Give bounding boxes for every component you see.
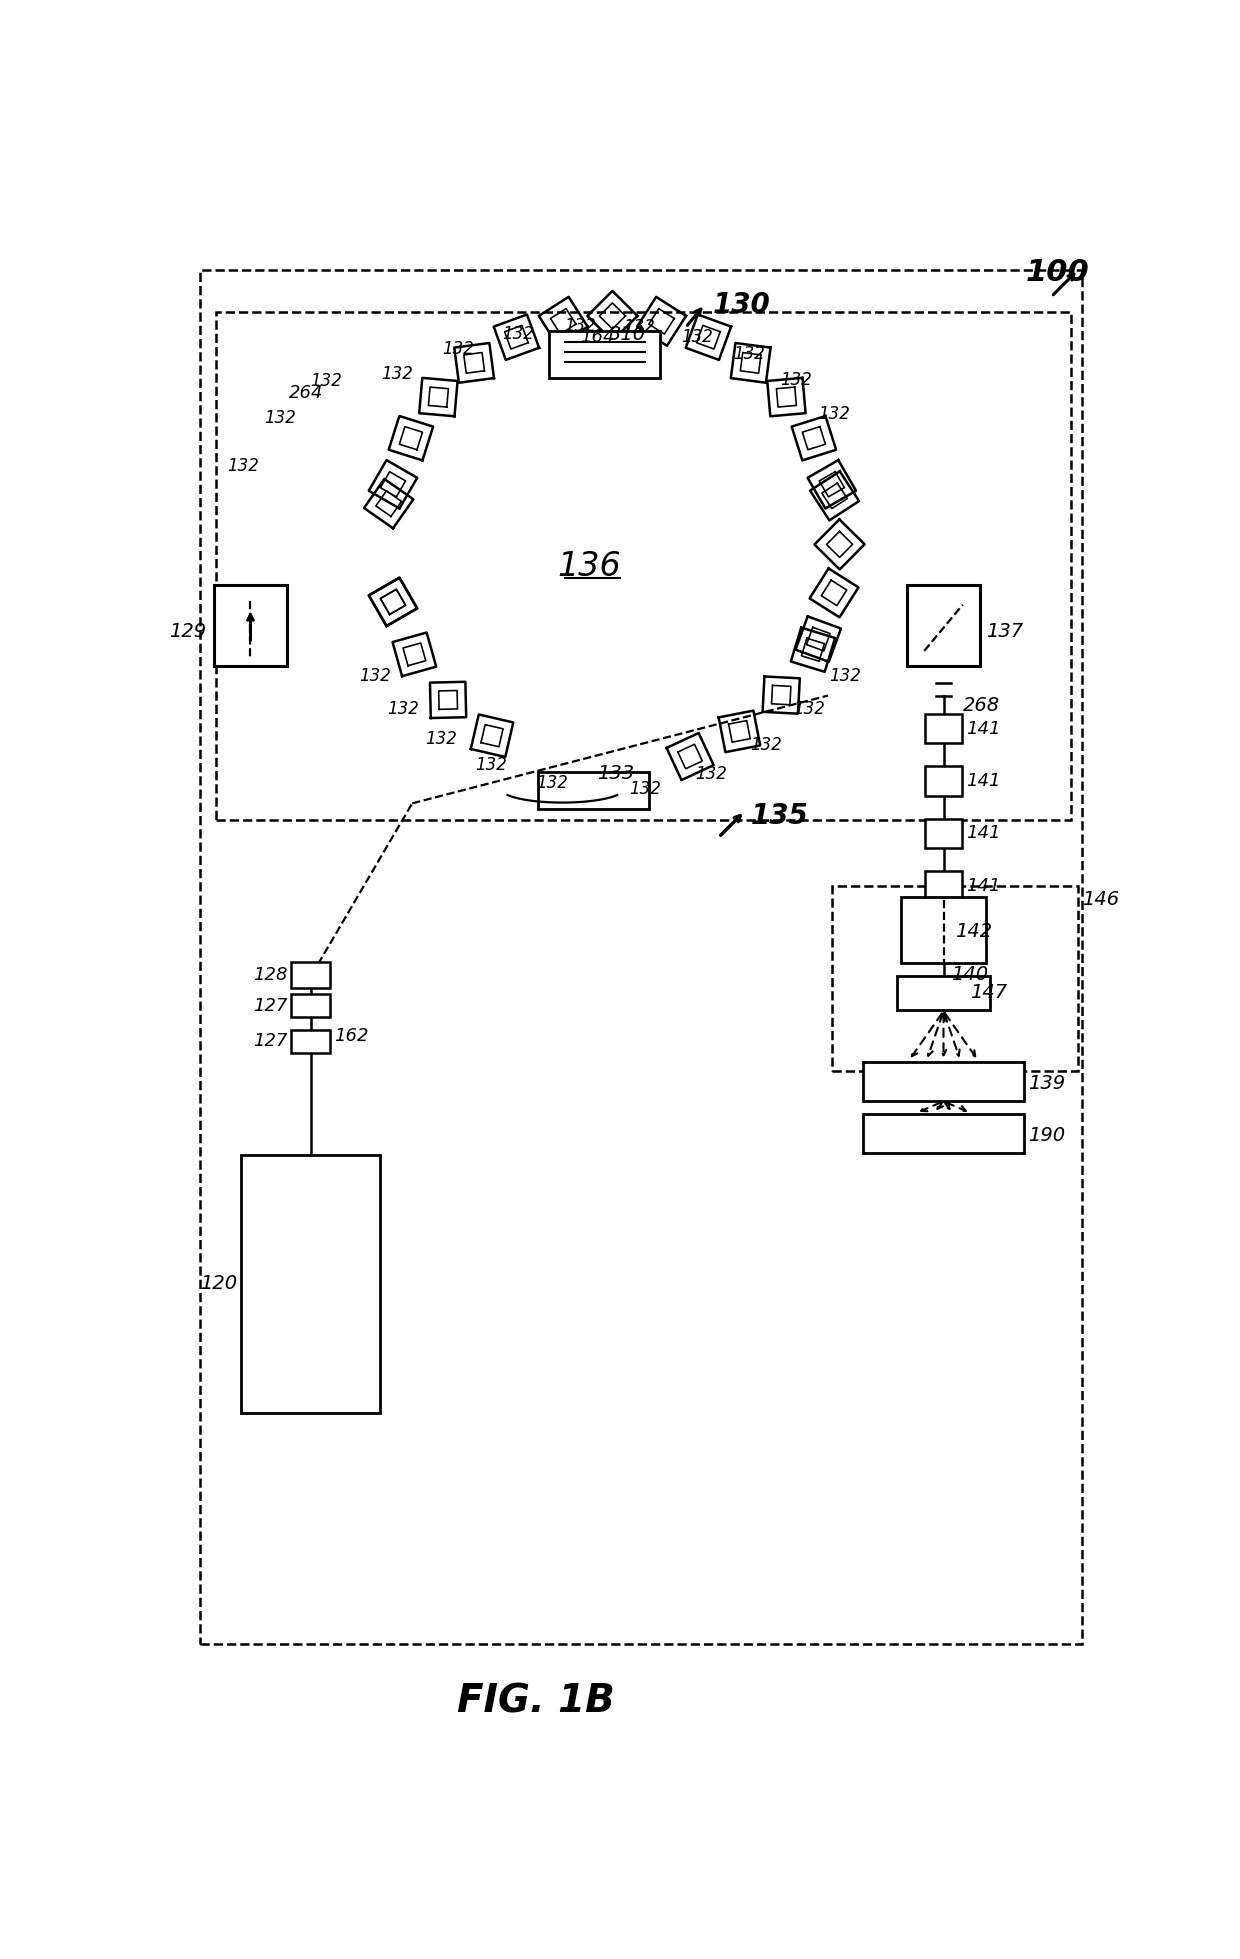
Text: 132: 132	[537, 774, 568, 791]
Text: 133: 133	[596, 764, 634, 784]
Text: 162: 162	[334, 1027, 368, 1044]
Bar	[291, 995, 330, 1017]
Bar	[291, 1030, 330, 1052]
Text: 140: 140	[951, 966, 988, 983]
Text: 141: 141	[967, 825, 1001, 842]
Text: 132: 132	[264, 409, 295, 427]
Bar	[242, 1156, 379, 1412]
Bar	[213, 586, 288, 666]
Text: 132: 132	[780, 370, 812, 388]
Text: 132: 132	[681, 327, 713, 345]
Text: 129: 129	[169, 623, 206, 641]
Bar	[898, 976, 990, 1009]
Bar	[925, 713, 962, 742]
Text: 132: 132	[792, 701, 825, 719]
Bar	[901, 897, 986, 962]
Text: 141: 141	[967, 719, 1001, 739]
Text: 132: 132	[818, 406, 851, 423]
Text: 142: 142	[955, 923, 992, 942]
Text: 127: 127	[253, 997, 288, 1015]
Text: 268: 268	[962, 695, 999, 715]
Text: 132: 132	[624, 319, 655, 337]
Bar	[925, 766, 962, 795]
Text: 130: 130	[713, 290, 770, 319]
Text: 141: 141	[967, 878, 1001, 895]
Bar	[291, 962, 330, 987]
Text: 128: 128	[253, 966, 288, 983]
Text: 164: 164	[580, 327, 615, 345]
Bar	[925, 819, 962, 848]
Text: 135: 135	[751, 803, 808, 831]
Text: 310: 310	[609, 325, 646, 345]
Text: 132: 132	[387, 699, 419, 717]
Bar	[925, 872, 962, 901]
Text: 264: 264	[289, 384, 324, 402]
Text: 132: 132	[227, 456, 259, 476]
Text: 141: 141	[967, 772, 1001, 789]
Bar	[538, 772, 649, 809]
Text: 132: 132	[830, 666, 861, 684]
Text: 132: 132	[310, 372, 342, 390]
Text: 100: 100	[1025, 259, 1090, 288]
Text: 132: 132	[696, 766, 727, 784]
Text: 132: 132	[443, 341, 475, 358]
Text: 120: 120	[201, 1273, 237, 1293]
Text: 132: 132	[502, 325, 534, 343]
Bar	[863, 1115, 1024, 1154]
Text: 132: 132	[750, 737, 782, 754]
Text: 147: 147	[971, 983, 1008, 1003]
Text: 132: 132	[425, 731, 458, 748]
Text: 190: 190	[1028, 1126, 1065, 1146]
Text: 132: 132	[564, 317, 596, 335]
Text: 139: 139	[1028, 1074, 1065, 1093]
Text: 132: 132	[381, 364, 413, 382]
Text: 132: 132	[734, 345, 765, 364]
Text: 132: 132	[629, 780, 661, 799]
Text: 132: 132	[360, 666, 391, 684]
Text: 127: 127	[253, 1032, 288, 1050]
Bar	[906, 586, 981, 666]
Text: 136: 136	[558, 550, 621, 582]
Text: FIG. 1B: FIG. 1B	[456, 1683, 614, 1720]
Bar	[549, 331, 660, 378]
Bar	[863, 1062, 1024, 1101]
Text: 146: 146	[1083, 889, 1120, 909]
Text: 132: 132	[475, 756, 507, 774]
Text: 137: 137	[986, 623, 1023, 641]
